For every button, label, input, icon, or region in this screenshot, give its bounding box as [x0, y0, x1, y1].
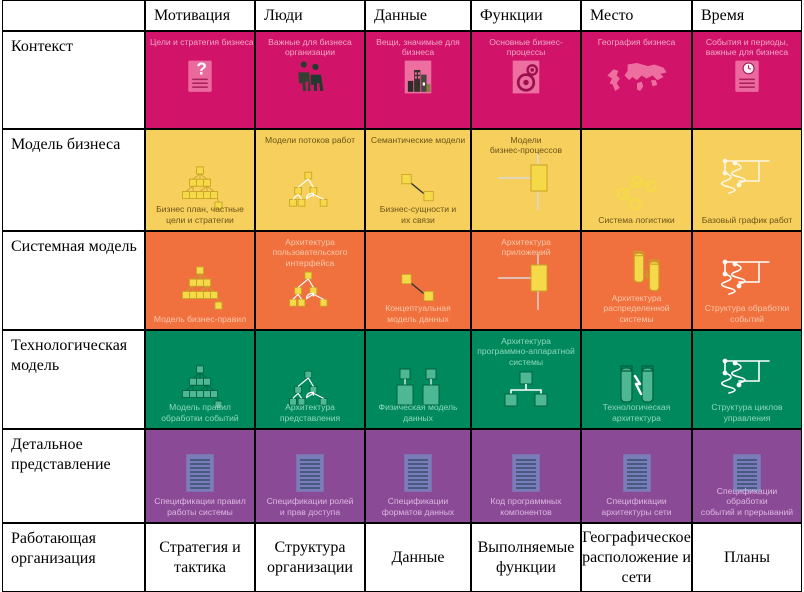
- svg-text:?: ?: [196, 59, 206, 79]
